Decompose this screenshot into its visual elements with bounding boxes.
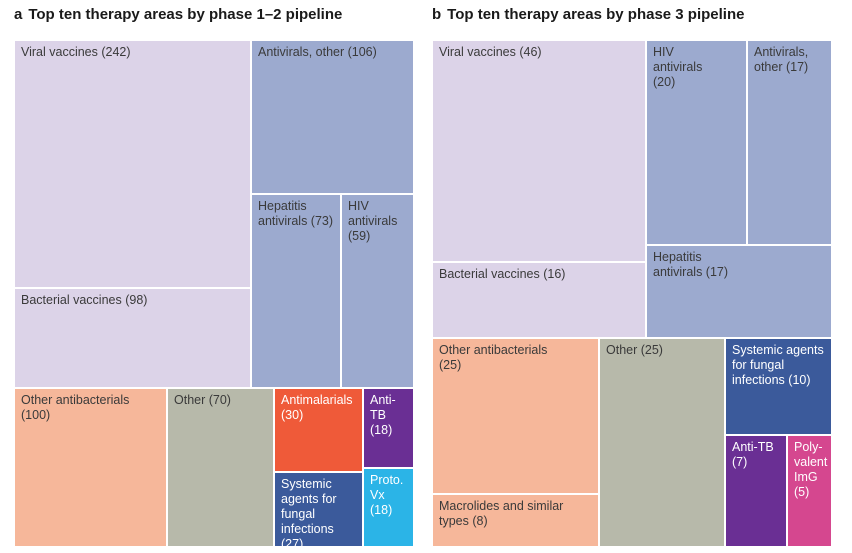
cell-systemic-agents-for-fungal-infections: Systemic agents for fungal infections (2… [274, 472, 363, 547]
cell-label: Macrolides and similar types (8) [439, 499, 564, 528]
cell-label: Bacterial vaccines (16) [439, 267, 566, 281]
cell-label: Proto. Vx (18) [370, 473, 404, 517]
treemap-phase-3: Viral vaccines (46) Bacterial vaccines (1… [432, 40, 832, 547]
cell-label: Antivirals, other (106) [258, 45, 377, 59]
cell-other: Other (70) [167, 388, 274, 547]
cell-label: Anti-TB (18) [370, 393, 396, 437]
panel-a-title: a Top ten therapy areas by phase 1–2 pipe… [14, 6, 342, 23]
panel-a-letter: a [14, 6, 23, 23]
panel-b-title: b Top ten therapy areas by phase 3 pipeli… [432, 6, 744, 23]
cell-viral-vaccines: Viral vaccines (46) [432, 40, 646, 262]
cell-label: Antimalarials (30) [281, 393, 353, 422]
cell-antivirals-other: Antivirals, other (17) [747, 40, 832, 245]
cell-label: HIV antivirals (59) [348, 199, 398, 243]
cell-label: Other (25) [606, 343, 663, 357]
cell-label: Systemic agents for fungal infections (1… [732, 343, 824, 387]
cell-proto-vx: Proto. Vx (18) [363, 468, 414, 547]
cell-viral-vaccines: Viral vaccines (242) [14, 40, 251, 288]
cell-label: Systemic agents for fungal infections (2… [281, 477, 337, 547]
cell-antivirals-other: Antivirals, other (106) [251, 40, 414, 194]
cell-macrolides-and-similar-types: Macrolides and similar types (8) [432, 494, 599, 547]
cell-polyvalent-img: Poly- valent ImG (5) [787, 435, 832, 547]
cell-bacterial-vaccines: Bacterial vaccines (98) [14, 288, 251, 388]
cell-label: Bacterial vaccines (98) [21, 293, 148, 307]
panel-b-letter: b [432, 6, 442, 23]
cell-label: Hepatitis antivirals (73) [258, 199, 334, 228]
cell-label: HIV antivirals (20) [653, 45, 703, 89]
panel-a-title-text: Top ten therapy areas by phase 1–2 pipel… [28, 6, 343, 23]
cell-other-antibacterials: Other antibacterials (100) [14, 388, 167, 547]
cell-label: Viral vaccines (46) [439, 45, 542, 59]
cell-label: Other antibacterials (100) [21, 393, 130, 422]
cell-other-antibacterials: Other antibacterials (25) [432, 338, 599, 494]
cell-bacterial-vaccines: Bacterial vaccines (16) [432, 262, 646, 338]
cell-label: Other antibacterials (25) [439, 343, 548, 372]
cell-hepatitis-antivirals: Hepatitis antivirals (73) [251, 194, 341, 388]
cell-anti-tb: Anti-TB (7) [725, 435, 787, 547]
cell-hiv-antivirals: HIV antivirals (20) [646, 40, 747, 245]
cell-label: Poly- valent ImG (5) [794, 440, 828, 499]
cell-other: Other (25) [599, 338, 725, 547]
cell-label: Other (70) [174, 393, 231, 407]
cell-label: Viral vaccines (242) [21, 45, 131, 59]
treemap-phase-1-2: Viral vaccines (242) Bacterial vaccines (… [14, 40, 414, 547]
cell-antimalarials: Antimalarials (30) [274, 388, 363, 472]
cell-label: Anti-TB (7) [732, 440, 774, 469]
cell-hiv-antivirals: HIV antivirals (59) [341, 194, 414, 388]
cell-label: Hepatitis antivirals (17) [653, 250, 729, 279]
cell-hepatitis-antivirals: Hepatitis antivirals (17) [646, 245, 832, 338]
cell-systemic-agents-for-fungal-infections: Systemic agents for fungal infections (1… [725, 338, 832, 435]
cell-label: Antivirals, other (17) [754, 45, 809, 74]
cell-anti-tb: Anti-TB (18) [363, 388, 414, 468]
panel-b-title-text: Top ten therapy areas by phase 3 pipelin… [447, 6, 745, 23]
